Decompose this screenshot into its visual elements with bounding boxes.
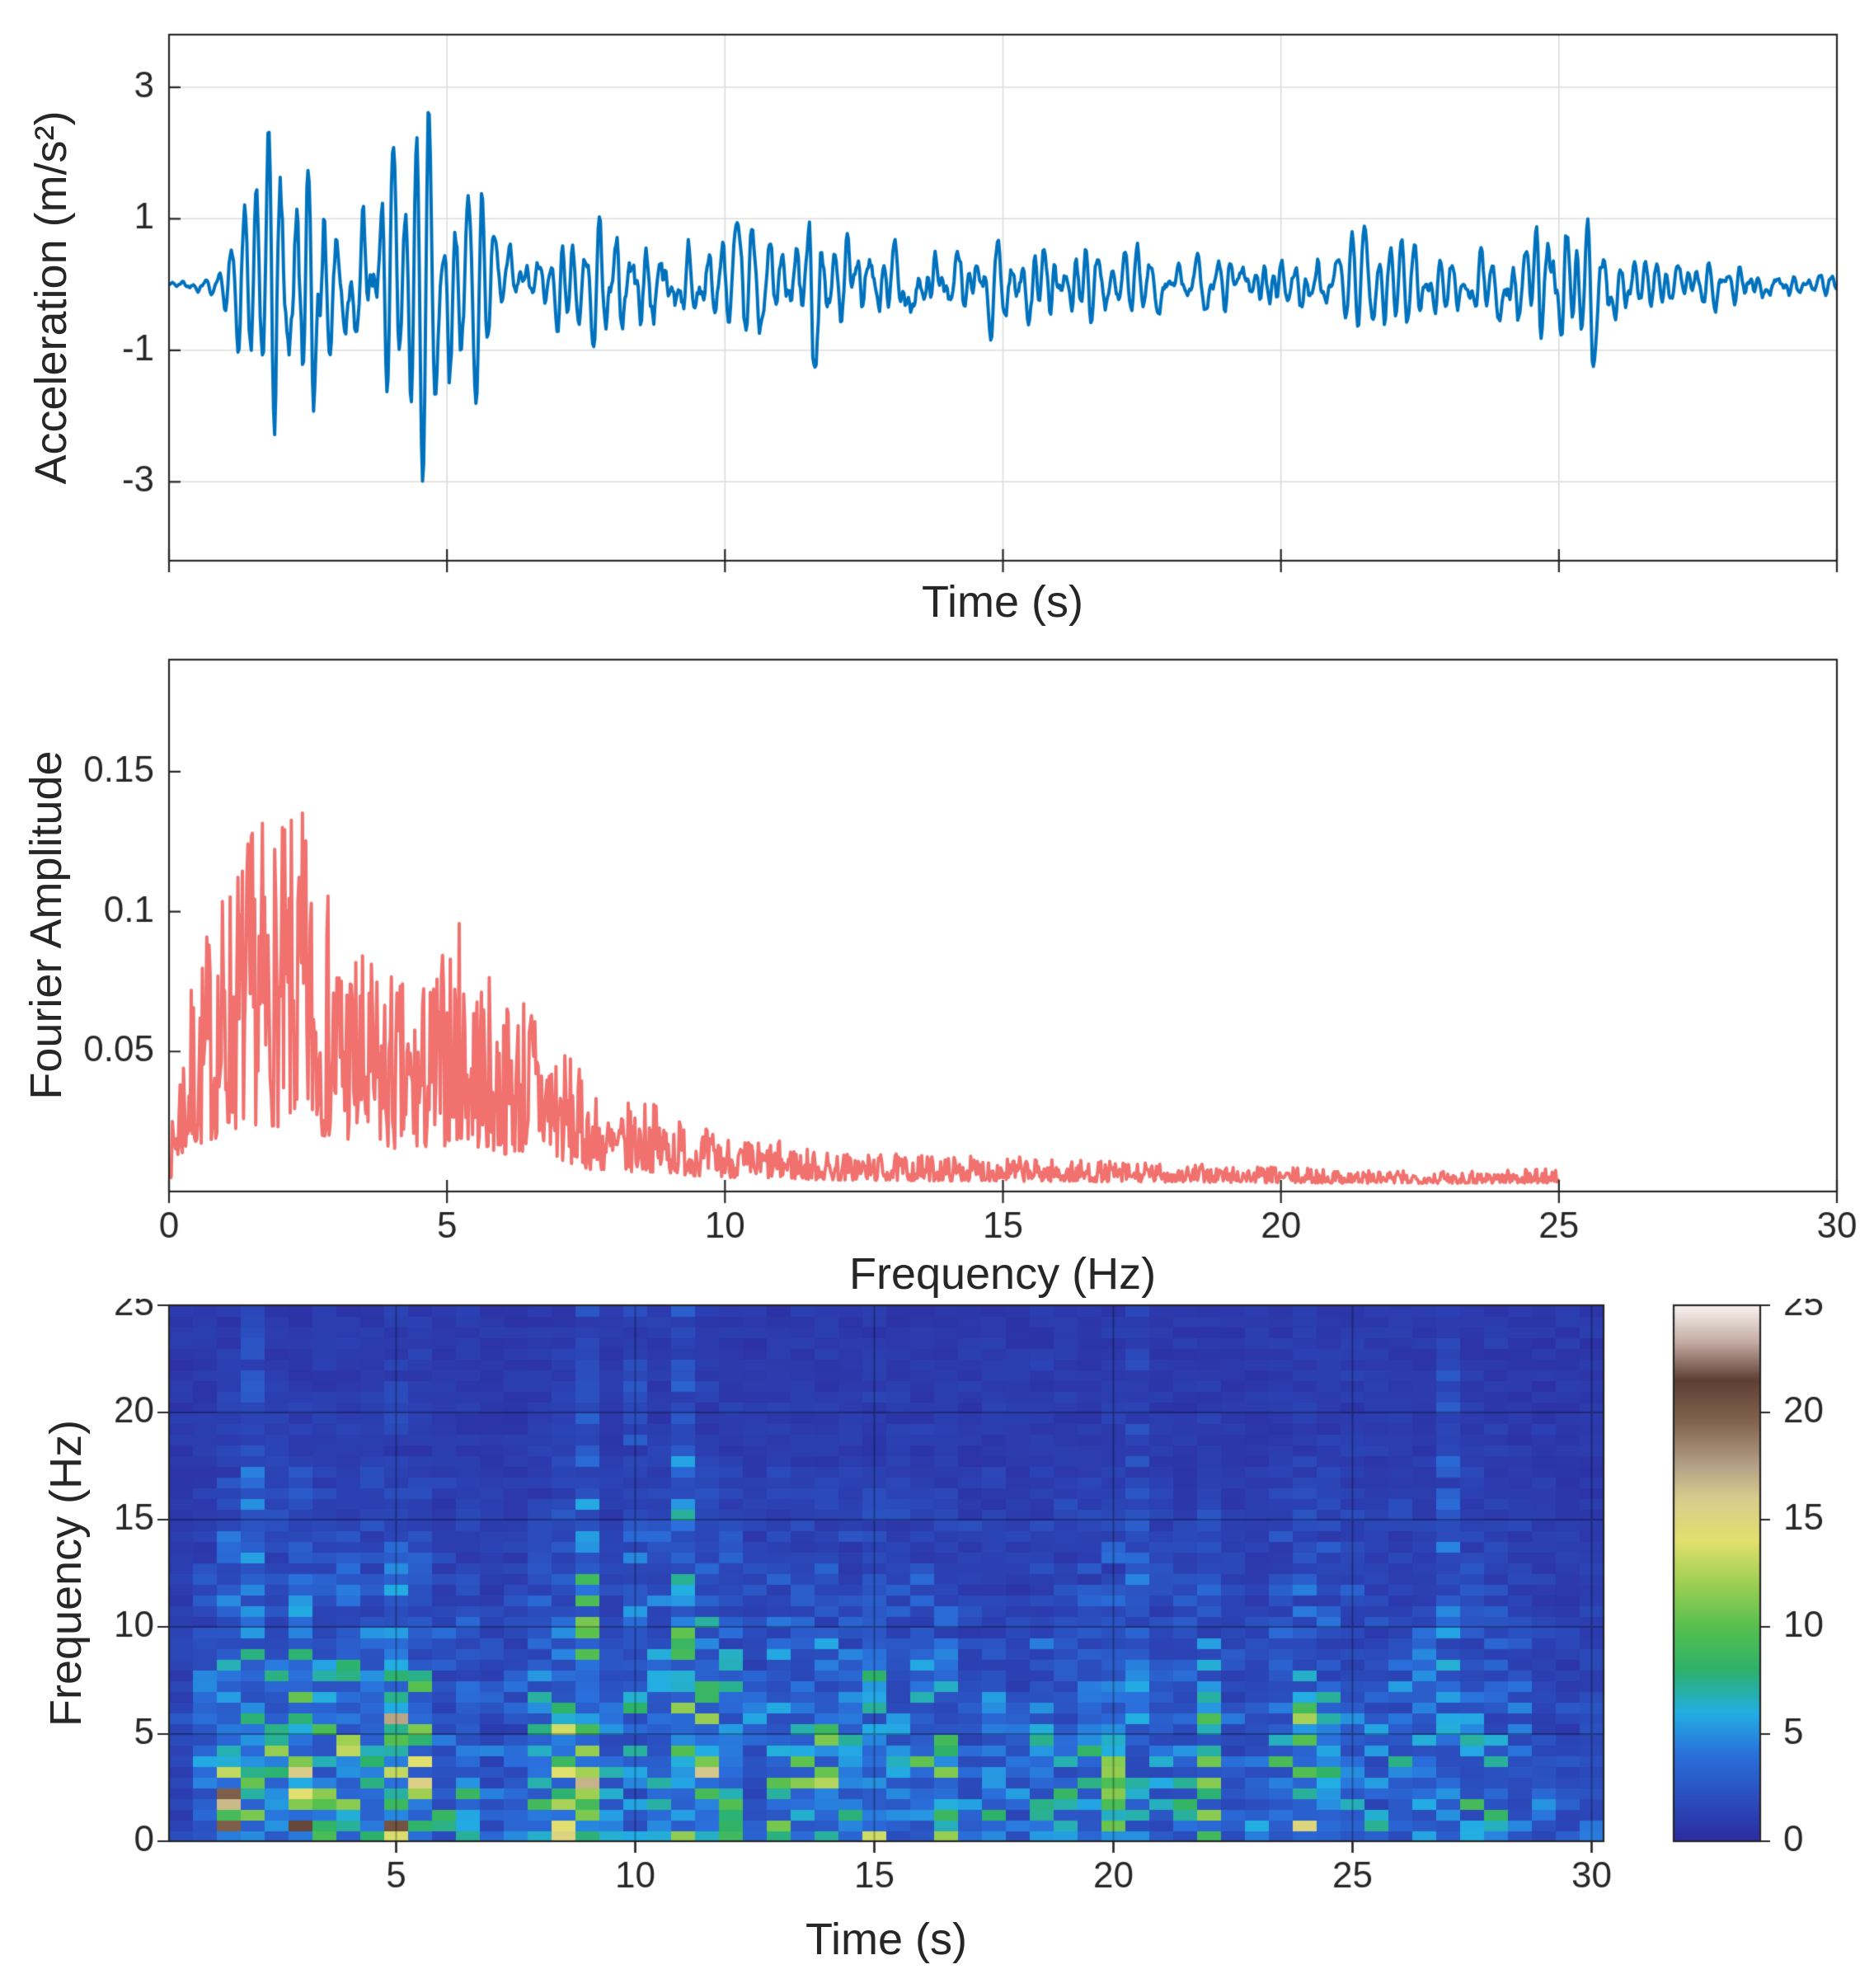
spectrogram-frequency-ylabel: Frequency (Hz) xyxy=(41,1419,91,1727)
fourier-spectrum-plot xyxy=(0,635,1874,1299)
spectrogram-time-xlabel: Time (s) xyxy=(805,1915,967,1964)
frequency-xlabel: Frequency (Hz) xyxy=(848,1249,1157,1299)
acceleration-time-series-plot xyxy=(0,0,1874,635)
fourier-amplitude-ylabel: Fourier Amplitude xyxy=(21,750,71,1100)
spectrogram-plot xyxy=(0,1299,1874,1988)
acceleration-ylabel: Acceleration (m/s²) xyxy=(26,110,76,485)
time-xlabel-top: Time (s) xyxy=(922,577,1083,627)
